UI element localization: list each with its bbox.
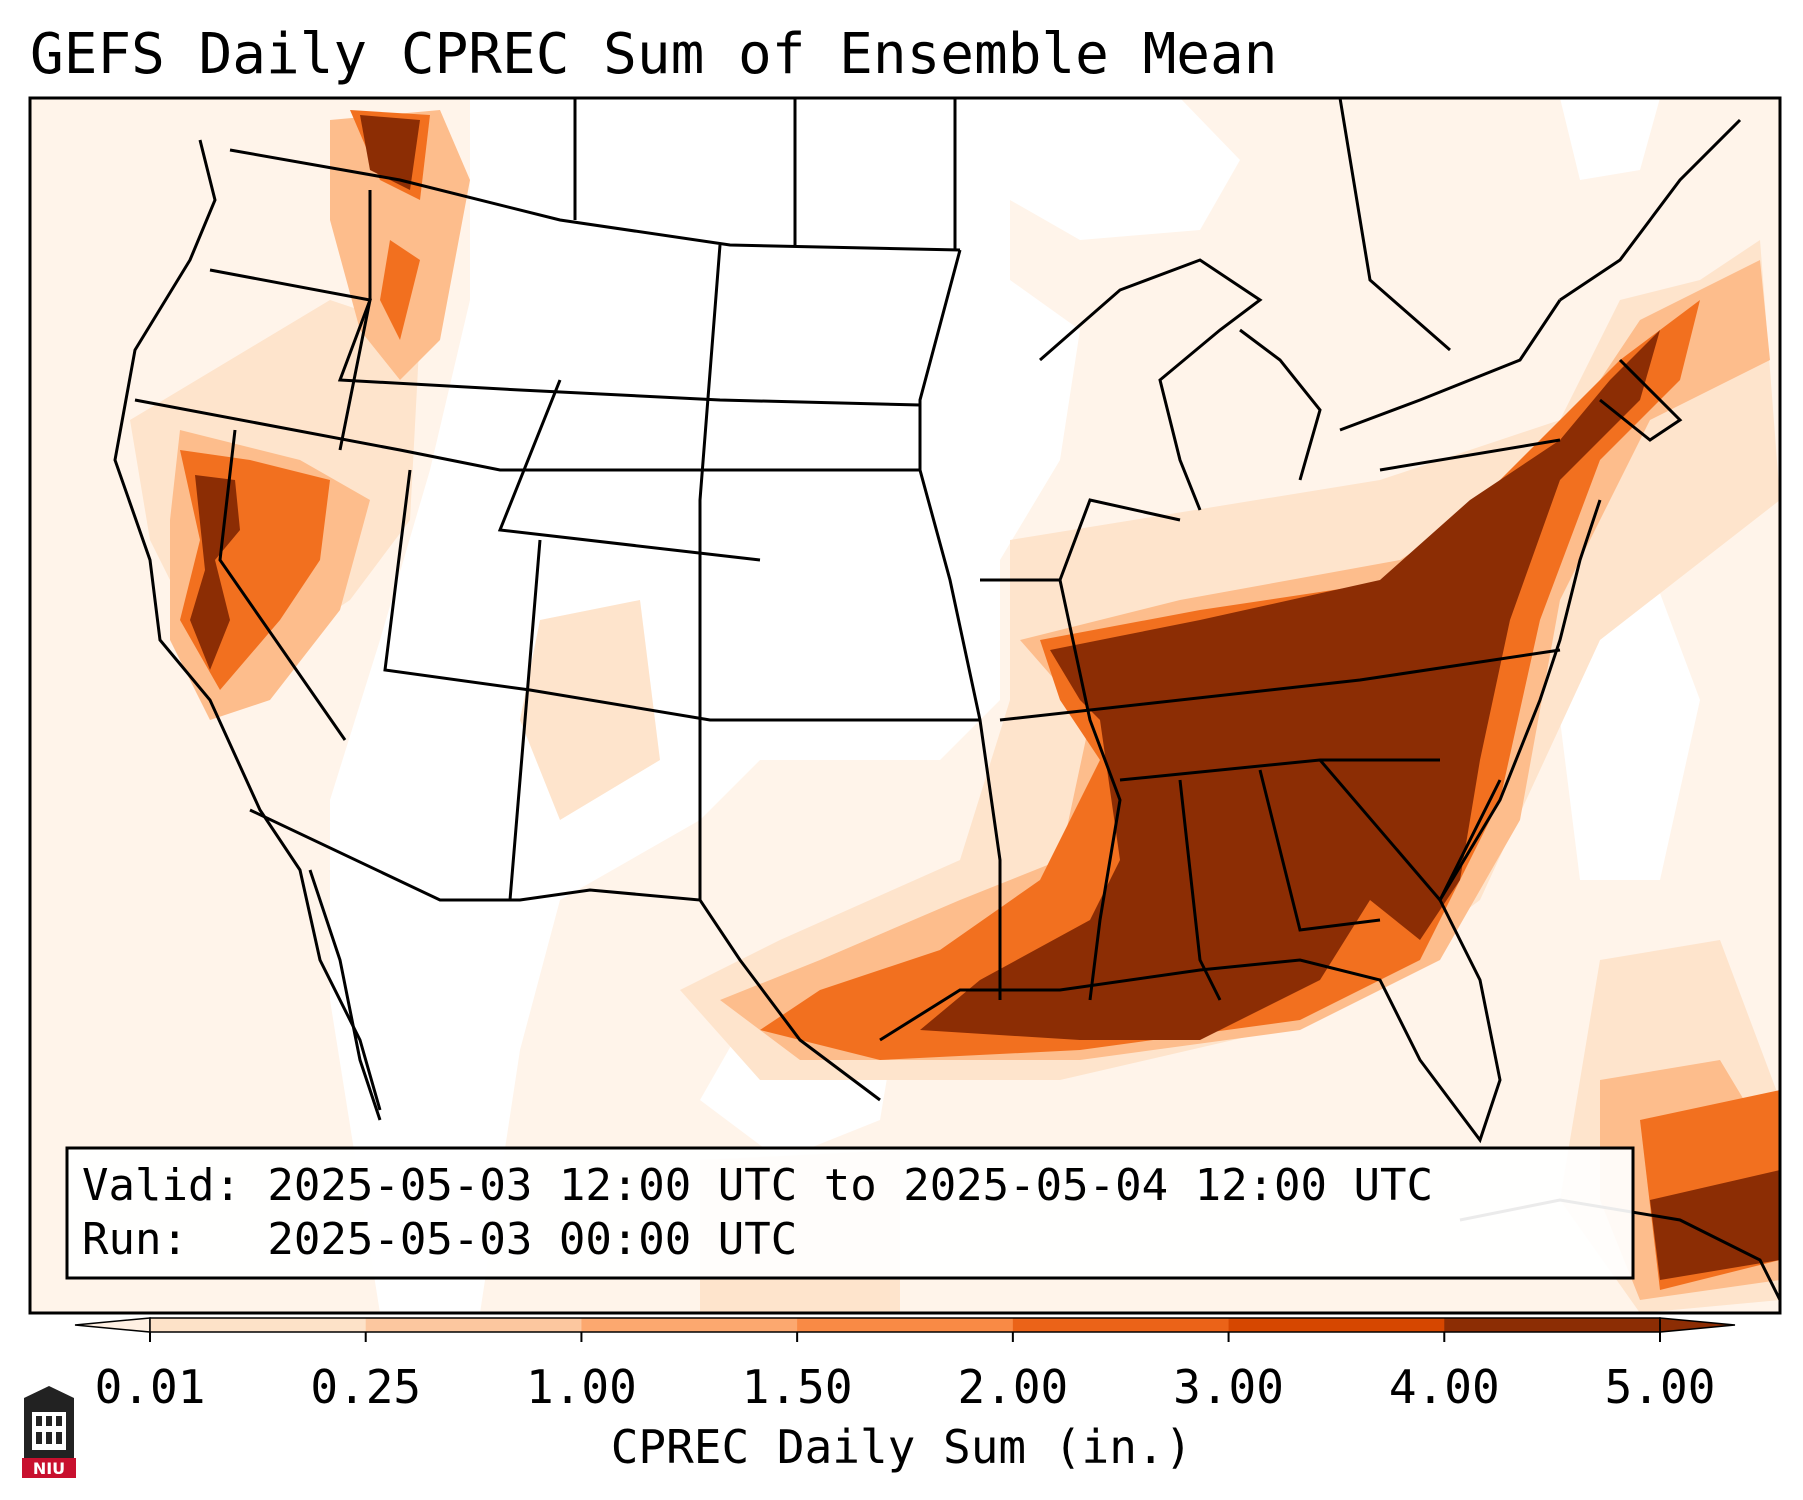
colorbar-tick-label: 0.25 xyxy=(310,1360,422,1414)
colorbar-tick-label: 1.00 xyxy=(526,1360,637,1414)
colorbar-extend-high xyxy=(1659,1317,1736,1333)
colorbar-segment xyxy=(1012,1318,1230,1332)
info-box: Valid: 2025-05-03 12:00 UTC to 2025-05-0… xyxy=(65,1146,1635,1280)
logo-text: NIU xyxy=(33,1459,65,1478)
run-time-text: Run: 2025-05-03 00:00 UTC xyxy=(82,1214,797,1265)
colorbar-extend-low xyxy=(74,1317,151,1333)
colorbar-tick-label: 5.00 xyxy=(1604,1360,1716,1414)
colorbar-axis-label: CPREC Daily Sum (in.) xyxy=(610,1420,1193,1474)
colorbar-segment xyxy=(797,1318,1014,1332)
colorbar-segment xyxy=(365,1318,582,1332)
state-boundaries xyxy=(113,98,1780,1301)
niu-logo: NIU xyxy=(22,1386,76,1478)
colorbar-segment xyxy=(1444,1318,1661,1332)
colorbar xyxy=(74,1317,1736,1342)
colorbar-tick-label: 0.01 xyxy=(94,1360,206,1414)
colorbar-segment xyxy=(581,1318,798,1332)
colorbar-segment xyxy=(150,1318,367,1332)
colorbar-outline xyxy=(149,1317,1661,1333)
colorbar-tick-label: 4.00 xyxy=(1388,1360,1500,1414)
map-frame xyxy=(28,96,1782,1315)
valid-time-text: Valid: 2025-05-03 12:00 UTC to 2025-05-0… xyxy=(82,1160,1433,1211)
colorbar-tick-label: 3.00 xyxy=(1173,1360,1284,1414)
colorbar-tick-label: 1.50 xyxy=(741,1360,853,1414)
colorbar-tick-label: 2.00 xyxy=(957,1360,1069,1414)
map-title: GEFS Daily CPREC Sum of Ensemble Mean xyxy=(30,22,1278,87)
colorbar-segment xyxy=(1228,1318,1445,1332)
precip-field xyxy=(30,98,1780,1313)
